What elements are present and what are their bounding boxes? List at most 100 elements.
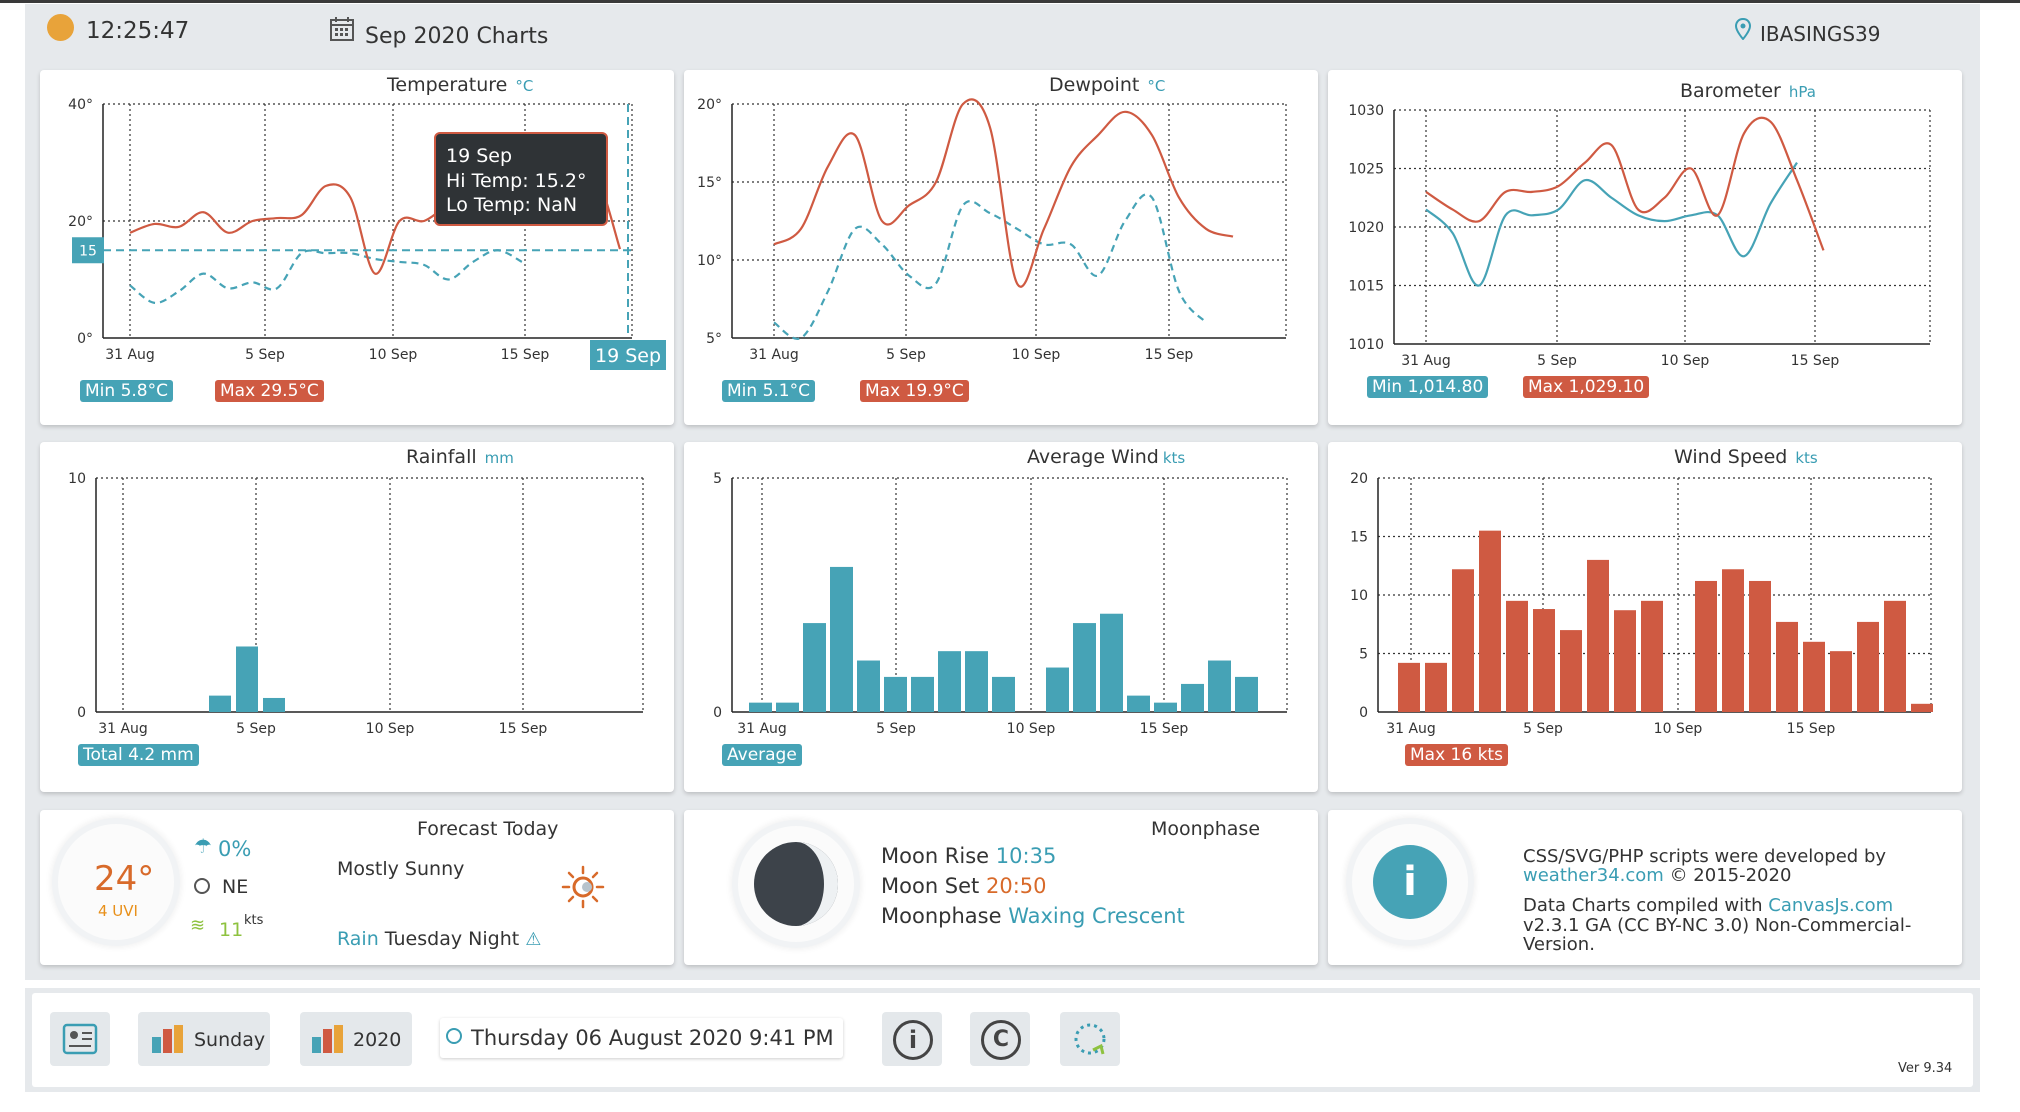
tooltip-box — [434, 132, 608, 226]
x-tick-label: 15 Sep — [1787, 721, 1836, 737]
wind-speed-bar — [1857, 621, 1879, 712]
tooltip-date: 19 Sep — [446, 145, 512, 167]
forecast-dial — [58, 824, 174, 940]
wind-speed-bar — [1398, 662, 1420, 712]
moon-rise: Moon Rise 10:35 — [881, 844, 1056, 868]
wind-speed-bar — [1830, 651, 1852, 712]
moon-phase-name: Waxing Crescent — [1008, 904, 1185, 928]
clock-icon — [446, 1028, 462, 1044]
x-tick-label: 31 Aug — [98, 721, 148, 737]
header: 12:25:47 Sep 2020 Charts IBASINGS39 — [25, 4, 1980, 54]
y-tick-label: 15° — [697, 175, 722, 191]
y-tick-label: 0° — [77, 331, 93, 347]
sunny-icon — [561, 865, 605, 909]
forecast-wind-unit: kts — [244, 913, 264, 928]
copyright-button[interactable]: C — [970, 1012, 1030, 1066]
average-wind-bar — [1127, 695, 1150, 712]
marker-value-box — [72, 237, 104, 264]
average-wind-panel: Average Wind kts 5 0 31 Aug 5 Sep 10 Sep 15 Se… — [684, 442, 1318, 792]
calendar-icon — [330, 17, 354, 41]
barometer-panel: Barometer hPa 1030 1025 1020 1015 1010 31 Aug 5… — [1328, 70, 1962, 425]
y-tick-label: 5° — [706, 331, 722, 347]
forecast-temperature: 24° — [94, 859, 155, 899]
rain-forecast: Rain Tuesday Night ⚠ — [337, 928, 541, 950]
moon-set-time: 20:50 — [985, 874, 1047, 898]
moon-phase: Moonphase Waxing Crescent — [881, 904, 1185, 928]
wind-speed-bar — [1641, 600, 1663, 712]
moon-set: Moon Set 20:50 — [881, 874, 1047, 898]
station-id[interactable]: IBASINGS39 — [1760, 22, 1881, 46]
header-time: 12:25:47 — [86, 18, 190, 44]
rainfall-total-badge: Total 4.2 mm — [78, 744, 199, 766]
wind-speed-bar — [1425, 662, 1447, 712]
cursor-label: 19 Sep — [595, 345, 661, 367]
tooltip-lo: Lo Temp: NaN — [446, 194, 577, 216]
credits-line1: CSS/SVG/PHP scripts were developed by — [1523, 846, 1887, 867]
wind-speed-chart[interactable]: 20 15 10 5 0 31 Aug 5 Sep 10 Sep 15 Sep — [1328, 442, 1962, 742]
copyright-icon: C — [981, 1020, 1021, 1060]
credits-line4: Version. — [1523, 934, 1595, 955]
x-tick-label: 31 Aug — [1401, 353, 1451, 369]
average-wind-chart[interactable]: 5 0 31 Aug 5 Sep 10 Sep 15 Sep — [684, 442, 1318, 742]
x-tick-label: 5 Sep — [886, 347, 926, 363]
y-tick-label: 1020 — [1348, 220, 1384, 236]
forecast-panel: 24° 4 UVI ☂ 0% NE ≋ 11 kts Forecast Toda… — [40, 810, 674, 965]
moon-rise-label: Moon Rise — [881, 844, 990, 868]
info-icon: i — [893, 1020, 933, 1060]
x-tick-label: 31 Aug — [737, 721, 787, 737]
x-tick-label: 5 Sep — [1523, 721, 1563, 737]
rain-word: Rain — [337, 928, 379, 950]
wind-speed-panel: Wind Speed kts 20 15 10 5 0 31 Aug 5 Sep 10 Sep 1… — [1328, 442, 1962, 792]
version-label: Ver 9.34 — [1898, 1061, 1953, 1076]
x-tick-label: 15 Sep — [1791, 353, 1840, 369]
x-tick-label: 15 Sep — [499, 721, 548, 737]
average-wind-bar — [1073, 623, 1096, 712]
credits-line2: Data Charts compiled with — [1523, 895, 1763, 916]
y-tick-label: 10 — [68, 471, 86, 487]
wind-speed-bar — [1695, 580, 1717, 712]
pressure-low-line — [1425, 162, 1798, 287]
rainfall-chart[interactable]: 10 0 31 Aug 5 Sep 10 Sep 15 Sep — [40, 442, 674, 742]
temperature-min-badge: Min 5.8°C — [80, 380, 173, 402]
station-info-button[interactable] — [50, 1012, 110, 1066]
y-tick-label: 10 — [1350, 588, 1368, 604]
x-tick-label: 31 Aug — [1386, 721, 1436, 737]
forecast-uv: 4 UVI — [98, 902, 138, 920]
moon-set-label: Moon Set — [881, 874, 980, 898]
average-wind-bar — [1154, 702, 1177, 712]
year-charts-button[interactable]: 2020 — [300, 1012, 412, 1066]
wind-speed-bar — [1776, 621, 1798, 712]
average-wind-bar — [776, 702, 799, 712]
average-wind-title: Average Wind kts — [1027, 446, 1186, 468]
barometer-chart[interactable]: 1030 1025 1020 1015 1010 31 Aug 5 Sep 10 Sep 15 … — [1328, 70, 1962, 370]
info-button[interactable]: i — [882, 1012, 942, 1066]
y-tick-label: 5 — [1359, 647, 1368, 663]
moon-rise-time: 10:35 — [995, 844, 1057, 868]
average-wind-bar — [884, 676, 907, 712]
location-pin-icon — [1735, 18, 1751, 40]
page-title: Sep 2020 Charts — [365, 24, 549, 49]
x-tick-label: 5 Sep — [1537, 353, 1577, 369]
temperature-chart[interactable]: 40° 20° 0° 31 Aug 5 Sep 10 Sep 15 Sep 15 19 Sep 1… — [40, 70, 674, 370]
x-tick-label: 15 Sep — [1145, 347, 1194, 363]
wind-speed-bar — [1722, 569, 1744, 712]
credits-line-charts: Data Charts compiled with CanvasJs.com — [1523, 895, 1893, 916]
rain-chance: 0% — [218, 837, 252, 861]
credits-years: © 2015-2020 — [1669, 865, 1792, 886]
wind-speed-bar — [1452, 569, 1474, 712]
info-icon[interactable]: i — [1373, 845, 1447, 919]
wind-speed-bar — [1587, 559, 1609, 712]
pressure-high-line — [1425, 116, 1825, 251]
rainfall-bar — [236, 646, 258, 712]
x-tick-label: 5 Sep — [876, 721, 916, 737]
canvasjs-link[interactable]: CanvasJs.com — [1768, 895, 1894, 916]
id-card-icon — [62, 1023, 98, 1055]
bar-chart-icon — [312, 1025, 343, 1053]
dewpoint-title: Dewpoint °C — [1049, 74, 1166, 96]
dewpoint-chart[interactable]: 20° 15° 10° 5° 31 Aug 5 Sep 10 Sep 15 Sep — [684, 70, 1318, 370]
refresh-button[interactable] — [1060, 1012, 1120, 1066]
average-wind-bar — [803, 623, 826, 712]
dewpoint-min-badge: Min 5.1°C — [722, 380, 815, 402]
sunday-charts-button[interactable]: Sunday — [138, 1012, 270, 1066]
weather34-link[interactable]: weather34.com — [1523, 865, 1664, 886]
